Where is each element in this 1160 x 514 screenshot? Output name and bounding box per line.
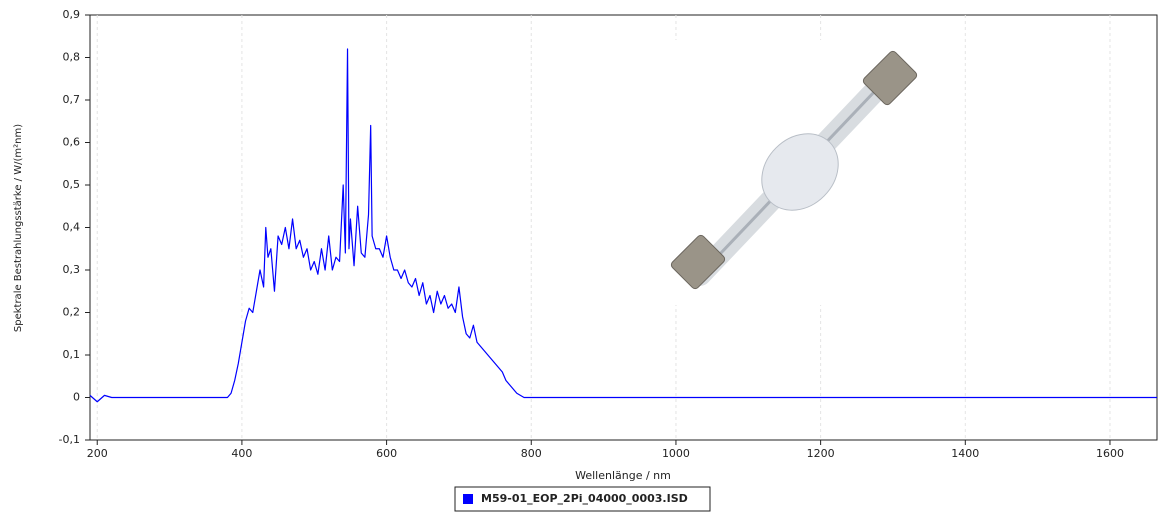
- y-tick-label: -0,1: [59, 433, 80, 446]
- x-axis-label: Wellenlänge / nm: [575, 469, 671, 482]
- x-tick-label: 400: [231, 447, 252, 460]
- y-tick-label: 0,5: [63, 178, 81, 191]
- y-tick-label: 0,3: [63, 263, 81, 276]
- legend-swatch: [463, 494, 473, 504]
- x-tick-label: 1400: [951, 447, 979, 460]
- y-tick-label: 0,2: [63, 306, 81, 319]
- lamp-image: [655, 40, 935, 305]
- y-tick-label: 0,6: [63, 136, 81, 149]
- lamp-bulb: [761, 133, 839, 211]
- x-tick-label: 800: [521, 447, 542, 460]
- y-tick-label: 0,1: [63, 348, 81, 361]
- x-tick-label: 1200: [807, 447, 835, 460]
- y-tick-label: 0,9: [63, 8, 81, 21]
- y-tick-label: 0: [73, 391, 80, 404]
- series-line: [89, 48, 1157, 403]
- y-tick-label: 0,4: [63, 221, 81, 234]
- y-tick-label: 0,7: [63, 93, 81, 106]
- plot-area: [89, 14, 1158, 441]
- legend: [454, 486, 711, 512]
- y-axis-label: Spektrale Bestrahlungsstärke / W/(m²nm): [13, 124, 24, 332]
- x-tick-label: 1000: [662, 447, 690, 460]
- lamp-cap: [862, 50, 918, 106]
- x-tick-label: 600: [376, 447, 397, 460]
- legend-label: M59-01_EOP_2Pi_04000_0003.ISD: [481, 492, 688, 505]
- x-tick-label: 200: [87, 447, 108, 460]
- x-tick-label: 1600: [1096, 447, 1124, 460]
- y-tick-label: 0,8: [63, 51, 81, 64]
- lamp-cap: [670, 234, 726, 290]
